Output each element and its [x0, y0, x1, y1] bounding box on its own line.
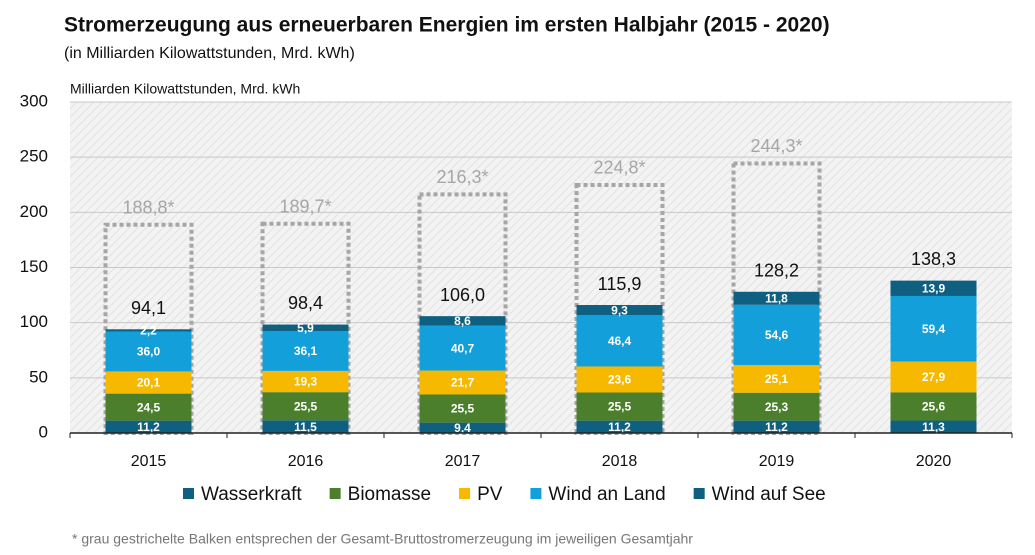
chart-title: Stromerzeugung aus erneuerbaren Energien…	[64, 14, 830, 37]
y-axis-label: Milliarden Kilowattstunden, Mrd. kWh	[70, 81, 300, 97]
bar-segment	[576, 420, 663, 433]
bar-segment	[576, 366, 663, 393]
total-label: 98,4	[288, 293, 323, 313]
value-label: 54,6	[765, 328, 789, 342]
y-tick-label: 250	[20, 147, 48, 166]
y-tick-label: 50	[29, 367, 48, 386]
bar-segment	[733, 365, 820, 393]
value-label: 25,5	[608, 400, 632, 414]
value-label: 9,3	[611, 303, 628, 317]
value-label: 2,2	[140, 324, 157, 338]
legend-swatch	[183, 488, 194, 499]
value-label: 36,1	[294, 344, 318, 358]
bar-segment	[105, 331, 192, 372]
value-label: 11,2	[765, 420, 788, 434]
total-label: 115,9	[598, 274, 642, 294]
gross-total-label: 188,8*	[122, 197, 174, 217]
bar-segment	[733, 304, 820, 366]
value-label: 11,2	[137, 420, 160, 434]
gross-total-label: 224,8*	[593, 158, 645, 178]
bar-segment	[419, 316, 506, 326]
gross-total-label: 244,3*	[750, 136, 802, 156]
value-label: 27,9	[922, 370, 946, 384]
y-tick-label: 100	[20, 312, 48, 331]
bar-segment	[262, 370, 349, 393]
value-label: 5,9	[297, 321, 314, 335]
value-label: 24,5	[137, 400, 161, 414]
value-label: 13,9	[922, 281, 946, 295]
value-label: 59,4	[922, 322, 946, 336]
value-label: 8,6	[454, 314, 471, 328]
bar-segment	[890, 392, 977, 421]
bar-segment	[576, 392, 663, 421]
legend-label: Wasserkraft	[201, 484, 302, 505]
legend-swatch	[329, 488, 341, 499]
bar-segment	[419, 370, 506, 395]
bar-segment	[419, 422, 506, 433]
value-label: 21,7	[451, 376, 475, 390]
x-tick-label: 2015	[131, 453, 167, 470]
value-label: 25,5	[294, 399, 318, 413]
value-label: 25,6	[922, 400, 946, 414]
legend-swatch	[459, 488, 471, 499]
total-label: 138,3	[911, 249, 956, 269]
x-tick-label: 2020	[916, 453, 952, 470]
value-label: 25,1	[765, 372, 789, 386]
bar-segment	[576, 305, 663, 316]
value-label: 36,0	[137, 345, 161, 359]
value-label: 23,6	[608, 373, 632, 387]
x-tick-label: 2017	[445, 453, 481, 470]
total-label: 94,1	[131, 298, 166, 318]
bar-segment	[262, 392, 349, 421]
bar-segment	[262, 420, 349, 433]
footnote: * grau gestrichelte Balken entsprechen d…	[72, 531, 693, 547]
bar-segment	[733, 392, 820, 421]
legend-swatch	[530, 488, 542, 499]
bar-segment	[576, 315, 663, 367]
legend-label: Wind auf See	[712, 484, 826, 505]
bar-segment	[890, 361, 977, 393]
value-label: 25,3	[765, 400, 789, 414]
y-tick-label: 200	[20, 202, 48, 221]
legend-swatch	[693, 488, 705, 499]
bar-segment	[419, 394, 506, 423]
value-label: 40,7	[451, 341, 475, 355]
x-tick-label: 2018	[602, 453, 638, 470]
total-label: 106,0	[440, 285, 485, 305]
value-label: 11,3	[922, 420, 945, 434]
x-tick-label: 2016	[288, 453, 324, 470]
bar-segment	[262, 324, 349, 332]
bar-segment	[105, 371, 192, 394]
bar-segment	[890, 420, 977, 433]
gross-total-label: 216,3*	[436, 167, 488, 187]
value-label: 9,4	[454, 421, 471, 435]
gross-total-label: 189,7*	[279, 196, 331, 216]
legend-label: Wind an Land	[548, 484, 665, 505]
y-tick-label: 150	[20, 257, 48, 276]
value-label: 25,5	[451, 402, 475, 416]
value-label: 20,1	[137, 376, 161, 390]
value-label: 46,4	[608, 334, 632, 348]
bar-segment	[105, 420, 192, 433]
bar-segment	[733, 420, 820, 433]
bar-segment	[105, 393, 192, 421]
legend-label: PV	[477, 484, 503, 505]
value-label: 11,8	[765, 291, 788, 305]
bar-segment	[733, 291, 820, 305]
x-tick-label: 2019	[759, 453, 795, 470]
bar-segment	[419, 325, 506, 371]
bar-segment	[105, 329, 192, 332]
value-label: 11,5	[294, 420, 317, 434]
chart-subtitle: (in Milliarden Kilowattstunden, Mrd. kWh…	[64, 45, 355, 62]
total-label: 128,2	[754, 260, 799, 280]
value-label: 11,2	[608, 420, 631, 434]
y-tick-label: 300	[20, 91, 48, 110]
value-label: 19,3	[294, 375, 318, 389]
y-tick-label: 0	[39, 422, 48, 441]
bar-segment	[890, 280, 977, 296]
legend-label: Biomasse	[348, 484, 431, 505]
bar-segment	[262, 331, 349, 371]
bar-segment	[890, 295, 977, 362]
